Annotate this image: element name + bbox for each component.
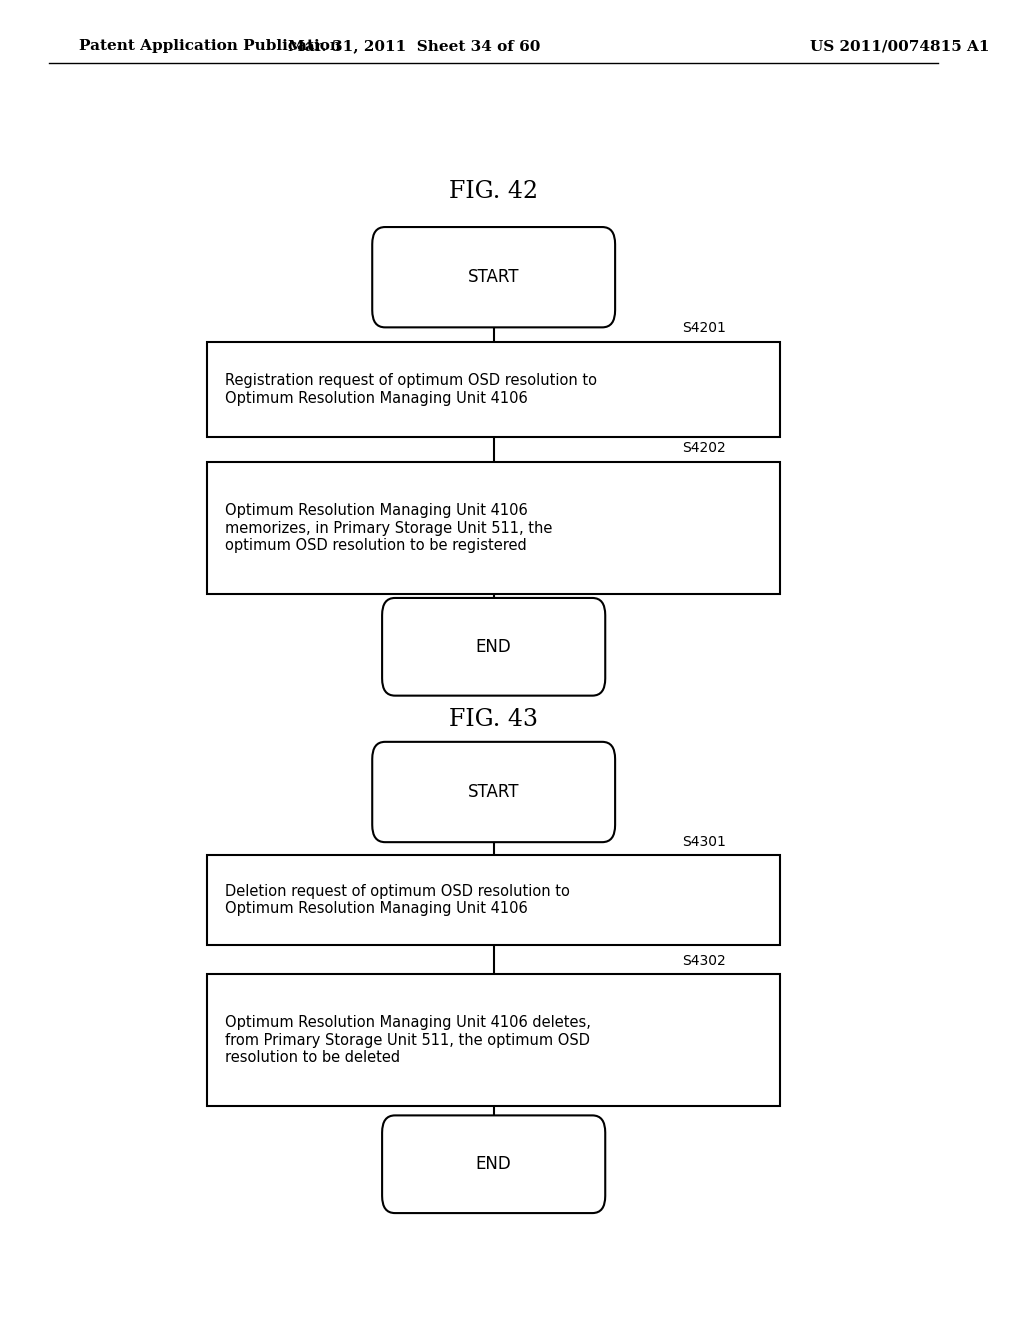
Text: S4201: S4201 — [682, 321, 726, 335]
Text: START: START — [468, 268, 519, 286]
Text: S4301: S4301 — [682, 834, 726, 849]
FancyBboxPatch shape — [382, 1115, 605, 1213]
Text: Mar. 31, 2011  Sheet 34 of 60: Mar. 31, 2011 Sheet 34 of 60 — [289, 40, 541, 53]
Text: Optimum Resolution Managing Unit 4106 deletes,
from Primary Storage Unit 511, th: Optimum Resolution Managing Unit 4106 de… — [225, 1015, 591, 1065]
FancyBboxPatch shape — [373, 742, 615, 842]
FancyBboxPatch shape — [207, 462, 780, 594]
Text: Optimum Resolution Managing Unit 4106
memorizes, in Primary Storage Unit 511, th: Optimum Resolution Managing Unit 4106 me… — [225, 503, 553, 553]
Text: Deletion request of optimum OSD resolution to
Optimum Resolution Managing Unit 4: Deletion request of optimum OSD resoluti… — [225, 884, 570, 916]
Text: Patent Application Publication: Patent Application Publication — [79, 40, 341, 53]
Text: FIG. 42: FIG. 42 — [450, 180, 539, 203]
FancyBboxPatch shape — [207, 342, 780, 437]
FancyBboxPatch shape — [382, 598, 605, 696]
Text: END: END — [476, 1155, 512, 1173]
Text: START: START — [468, 783, 519, 801]
Text: S4202: S4202 — [682, 441, 726, 455]
Text: US 2011/0074815 A1: US 2011/0074815 A1 — [810, 40, 989, 53]
Text: FIG. 43: FIG. 43 — [450, 708, 539, 731]
FancyBboxPatch shape — [207, 855, 780, 945]
Text: Registration request of optimum OSD resolution to
Optimum Resolution Managing Un: Registration request of optimum OSD reso… — [225, 374, 597, 405]
Text: END: END — [476, 638, 512, 656]
Text: S4302: S4302 — [682, 953, 726, 968]
FancyBboxPatch shape — [207, 974, 780, 1106]
FancyBboxPatch shape — [373, 227, 615, 327]
